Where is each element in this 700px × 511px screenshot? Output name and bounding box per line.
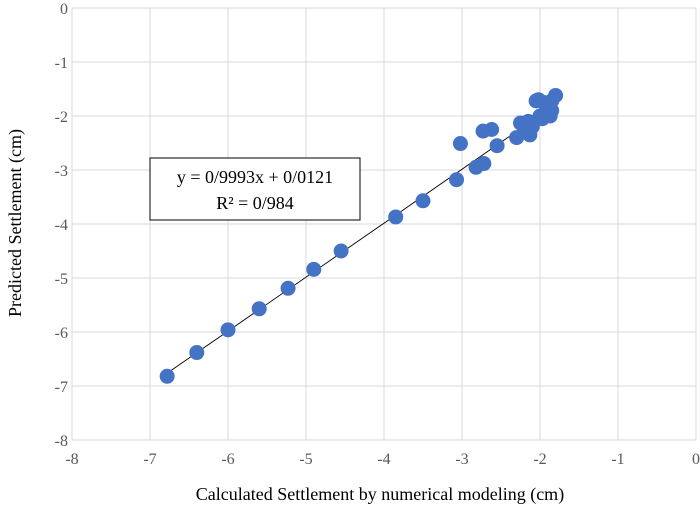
x-tick-labels: -8 -7 -6 -5 -4 -3 -2 -1 0 (65, 451, 700, 468)
y-axis-title: Predicted Settlement (cm) (5, 129, 26, 317)
data-point (489, 138, 505, 154)
data-point (280, 280, 296, 296)
gridlines (71, 7, 697, 441)
x-tick-label: -7 (143, 451, 156, 468)
x-tick-label: -5 (299, 451, 312, 468)
data-point (415, 193, 431, 209)
y-tick-label: -1 (55, 55, 68, 72)
data-point (484, 122, 500, 137)
data-point (452, 136, 468, 152)
y-tick-label: -3 (55, 163, 68, 180)
y-tick-label: 0 (60, 1, 68, 18)
data-point (220, 322, 236, 338)
y-tick-label: -8 (55, 433, 68, 450)
y-tick-labels: 0 -1 -2 -3 -4 -5 -6 -7 -8 (55, 1, 68, 450)
y-tick-label: -6 (55, 325, 68, 342)
data-point (524, 119, 540, 135)
y-tick-label: -2 (55, 109, 68, 126)
regression-equation: y = 0/9993x + 0/0121 (177, 167, 333, 187)
equation-box: y = 0/9993x + 0/0121 R² = 0/984 (149, 157, 361, 221)
x-tick-label: -6 (221, 451, 234, 468)
data-point (306, 261, 322, 277)
x-tick-label: -2 (533, 451, 546, 468)
y-tick-label: -7 (55, 379, 68, 396)
data-point (159, 368, 175, 384)
data-point (476, 156, 492, 172)
x-axis-title: Calculated Settlement by numerical model… (196, 484, 564, 505)
y-tick-label: -4 (55, 217, 68, 234)
x-tick-label: 0 (692, 451, 700, 468)
data-point (449, 172, 465, 188)
data-points (159, 87, 564, 384)
data-point (388, 209, 404, 225)
r-squared-label: R² = 0/984 (216, 193, 294, 213)
equation-box-frame (149, 157, 361, 221)
x-tick-label: -4 (377, 451, 390, 468)
data-point (251, 301, 267, 317)
x-tick-label: -8 (65, 451, 78, 468)
x-tick-label: -3 (455, 451, 468, 468)
data-point (548, 87, 564, 103)
x-tick-label: -1 (611, 451, 624, 468)
data-point (189, 345, 205, 361)
data-point (333, 243, 349, 259)
y-tick-label: -5 (55, 271, 68, 288)
